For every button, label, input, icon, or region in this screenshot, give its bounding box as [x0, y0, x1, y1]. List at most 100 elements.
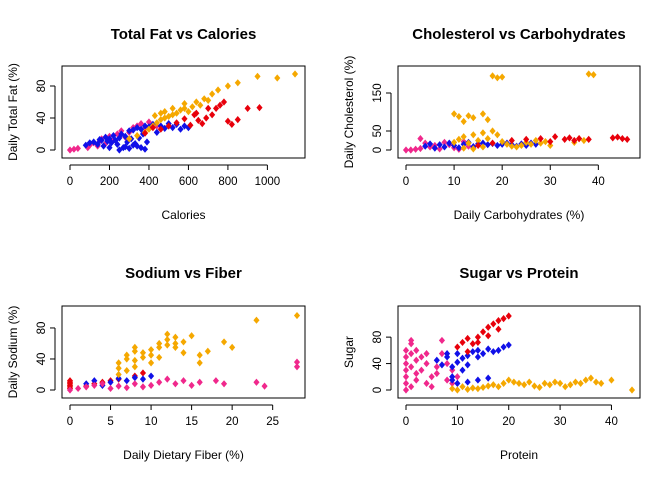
plot-frame: [397, 65, 641, 159]
data-point: [546, 381, 553, 389]
data-point: [433, 369, 440, 378]
data-point: [143, 138, 151, 146]
data-point: [188, 381, 195, 389]
data-point: [157, 125, 164, 133]
data-point: [469, 340, 476, 348]
data-point: [149, 124, 156, 132]
data-point: [562, 383, 569, 391]
data-point: [470, 145, 477, 153]
data-point: [66, 146, 74, 154]
data-point: [173, 119, 180, 127]
data-point: [444, 359, 451, 368]
data-point: [216, 101, 224, 109]
data-point: [145, 118, 153, 126]
data-point: [489, 127, 496, 135]
data-point: [436, 141, 443, 149]
data-point: [598, 379, 605, 387]
data-point: [505, 312, 512, 320]
data-point: [508, 142, 515, 150]
data-point: [165, 122, 172, 130]
data-point: [116, 134, 123, 142]
data-point: [474, 338, 481, 347]
data-point: [484, 141, 491, 149]
data-point: [172, 343, 179, 351]
data-point: [126, 135, 133, 143]
data-point: [408, 363, 415, 371]
data-point: [485, 374, 492, 382]
data-point: [293, 363, 301, 371]
x-tick-label: 400: [139, 176, 158, 188]
data-point: [485, 332, 492, 340]
data-point: [244, 104, 251, 112]
x-tick-label: 0: [403, 176, 409, 188]
data-point: [199, 120, 206, 128]
data-point: [187, 121, 194, 129]
data-point: [455, 112, 462, 121]
data-point: [115, 370, 122, 379]
data-point: [141, 122, 149, 130]
data-point: [431, 144, 438, 152]
data-point: [417, 135, 424, 143]
data-point: [438, 336, 446, 345]
data-point: [500, 343, 507, 351]
data-point: [197, 101, 204, 109]
data-point: [220, 338, 228, 346]
y-tick-label: 80: [36, 80, 48, 93]
data-point: [180, 377, 187, 385]
y-tick-label: 80: [372, 331, 384, 344]
data-point: [123, 384, 130, 392]
data-point: [490, 381, 497, 389]
data-point: [614, 133, 621, 141]
x-tick-label: 20: [502, 416, 515, 428]
x-tick-label: 25: [266, 416, 279, 428]
data-point: [470, 131, 477, 139]
chart-title: Sodium vs Fiber: [125, 265, 242, 282]
plot-frame: [397, 305, 641, 399]
data-point: [134, 124, 141, 132]
data-point: [571, 136, 578, 145]
data-point: [253, 378, 260, 386]
data-point: [203, 114, 210, 122]
data-point: [585, 70, 592, 78]
data-point: [485, 345, 492, 353]
data-point: [608, 376, 615, 384]
data-point: [131, 343, 138, 351]
data-point: [474, 333, 481, 341]
data-point: [428, 383, 435, 391]
data-point: [446, 139, 453, 147]
data-point: [402, 366, 410, 374]
data-point: [542, 138, 549, 146]
data-point: [139, 369, 147, 377]
data-point: [451, 110, 458, 118]
data-point: [547, 141, 554, 150]
x-tick-label: 600: [179, 176, 198, 188]
data-point: [123, 367, 130, 375]
data-point: [151, 112, 158, 120]
data-point: [161, 108, 168, 116]
x-tick-label: 20: [496, 176, 509, 188]
data-point: [515, 379, 523, 387]
data-point: [195, 116, 202, 124]
data-point: [510, 378, 517, 386]
data-point: [418, 366, 425, 374]
data-point: [464, 352, 471, 360]
x-tick-label: 20: [226, 416, 239, 428]
data-point: [479, 383, 487, 391]
data-point: [408, 350, 415, 358]
data-point: [577, 379, 584, 387]
data-point: [444, 350, 451, 358]
x-tick-label: 40: [605, 416, 618, 428]
data-point: [169, 104, 176, 112]
data-point: [193, 109, 200, 117]
data-point: [196, 359, 203, 367]
data-point: [130, 126, 137, 134]
data-point: [131, 356, 138, 365]
x-axis-label: Daily Dietary Fiber (%): [123, 448, 244, 462]
data-point: [91, 381, 98, 389]
data-point: [444, 376, 451, 384]
data-point: [220, 380, 228, 388]
y-axis-label: Daily Cholesterol (%): [342, 56, 356, 169]
x-tick-label: 30: [544, 176, 557, 188]
data-point: [495, 346, 502, 354]
data-point: [418, 353, 425, 361]
